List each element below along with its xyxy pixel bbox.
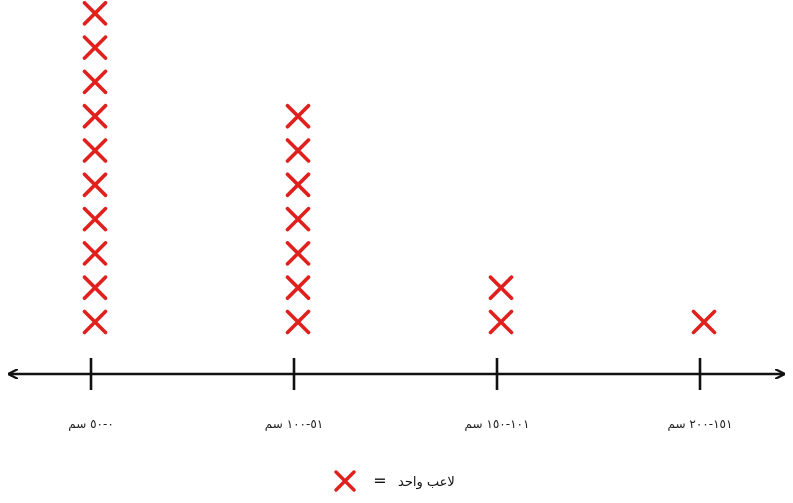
dot-mark: [285, 103, 311, 129]
dot-mark: [82, 35, 108, 60]
axis-ticks: [89, 358, 702, 390]
legend-label: لاعب واحد: [398, 475, 455, 490]
dot-mark: [285, 172, 311, 198]
legend-marker-icon: [334, 470, 356, 492]
dot-marks: [82, 0, 717, 335]
dot-mark: [82, 241, 108, 266]
legend-x-mark: [334, 470, 356, 492]
dot-mark: [488, 275, 514, 301]
dot-mark: [82, 206, 108, 232]
dot-mark: [82, 0, 108, 26]
category-label: ٠-٥٠ سم: [68, 417, 114, 431]
dot-mark: [691, 309, 717, 335]
dot-mark: [285, 275, 311, 301]
dot-mark: [82, 103, 108, 129]
dot-mark: [285, 309, 311, 335]
category-label: ٥١-١٠٠ سم: [265, 417, 323, 431]
legend: = لاعب واحد: [334, 470, 455, 492]
dot-mark: [285, 206, 311, 232]
dot-mark: [488, 309, 514, 335]
dot-mark: [82, 172, 108, 198]
dot-mark: [82, 275, 108, 301]
dot-mark: [82, 138, 108, 163]
dot-mark: [285, 241, 311, 266]
category-label: ١٠١-١٥٠ سم: [465, 417, 530, 431]
dot-mark: [285, 138, 311, 163]
category-labels: ٠-٥٠ سم ٥١-١٠٠ سم ١٠١-١٥٠ سم ١٥١-٢٠٠ سم: [68, 417, 732, 431]
dot-mark: [82, 69, 108, 95]
dot-mark: [82, 309, 108, 335]
category-label: ١٥١-٢٠٠ سم: [668, 417, 733, 431]
legend-equals: =: [373, 471, 386, 490]
